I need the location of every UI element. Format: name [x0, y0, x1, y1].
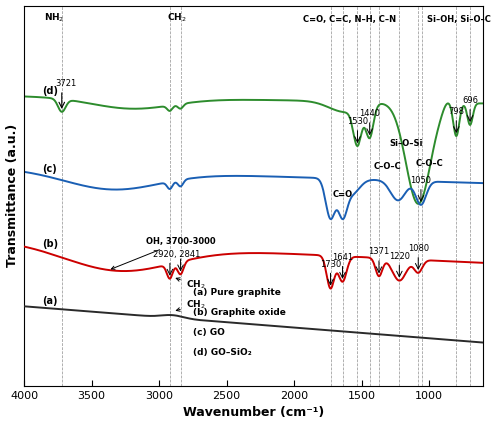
Text: (b) Graphite oxide: (b) Graphite oxide [193, 308, 286, 317]
X-axis label: Wavenumber (cm⁻¹): Wavenumber (cm⁻¹) [183, 406, 324, 419]
Text: CH$_2$: CH$_2$ [167, 11, 186, 24]
Text: 696: 696 [462, 96, 478, 105]
Text: 1530: 1530 [347, 117, 368, 126]
Text: CH$_2$: CH$_2$ [176, 299, 206, 312]
Text: 2920, 2841: 2920, 2841 [153, 250, 200, 259]
Text: 3721: 3721 [56, 79, 76, 88]
Text: 1641: 1641 [332, 253, 353, 262]
Text: (b): (b) [42, 239, 58, 249]
Text: C–O–C: C–O–C [374, 162, 401, 171]
Text: (a): (a) [42, 296, 57, 306]
Text: 1440: 1440 [359, 109, 380, 118]
Text: C=O: C=O [332, 190, 352, 199]
Text: (c) GO: (c) GO [193, 328, 224, 337]
Text: (d) GO–SiO₂: (d) GO–SiO₂ [193, 348, 252, 357]
Text: (a) Pure graphite: (a) Pure graphite [193, 288, 280, 297]
Text: Si–OH, Si–O–C: Si–OH, Si–O–C [427, 15, 490, 24]
Text: C=O, C=C, N–H, C–N: C=O, C=C, N–H, C–N [303, 15, 396, 24]
Text: NH$_2$: NH$_2$ [44, 11, 64, 24]
Text: (c): (c) [42, 164, 56, 173]
Text: CH$_2$: CH$_2$ [176, 278, 206, 292]
Text: 798: 798 [448, 107, 464, 116]
Text: 1220: 1220 [389, 252, 410, 261]
Text: 1050: 1050 [410, 176, 432, 185]
Text: C–O–C: C–O–C [415, 159, 443, 168]
Text: (d): (d) [42, 86, 58, 96]
Text: 1080: 1080 [408, 244, 429, 253]
Text: Si–O–Si: Si–O–Si [390, 139, 423, 148]
Y-axis label: Transmittance (a.u.): Transmittance (a.u.) [6, 124, 18, 267]
Text: 1371: 1371 [368, 247, 390, 256]
Text: 1730: 1730 [320, 260, 341, 269]
Text: OH, 3700-3000: OH, 3700-3000 [112, 237, 215, 269]
